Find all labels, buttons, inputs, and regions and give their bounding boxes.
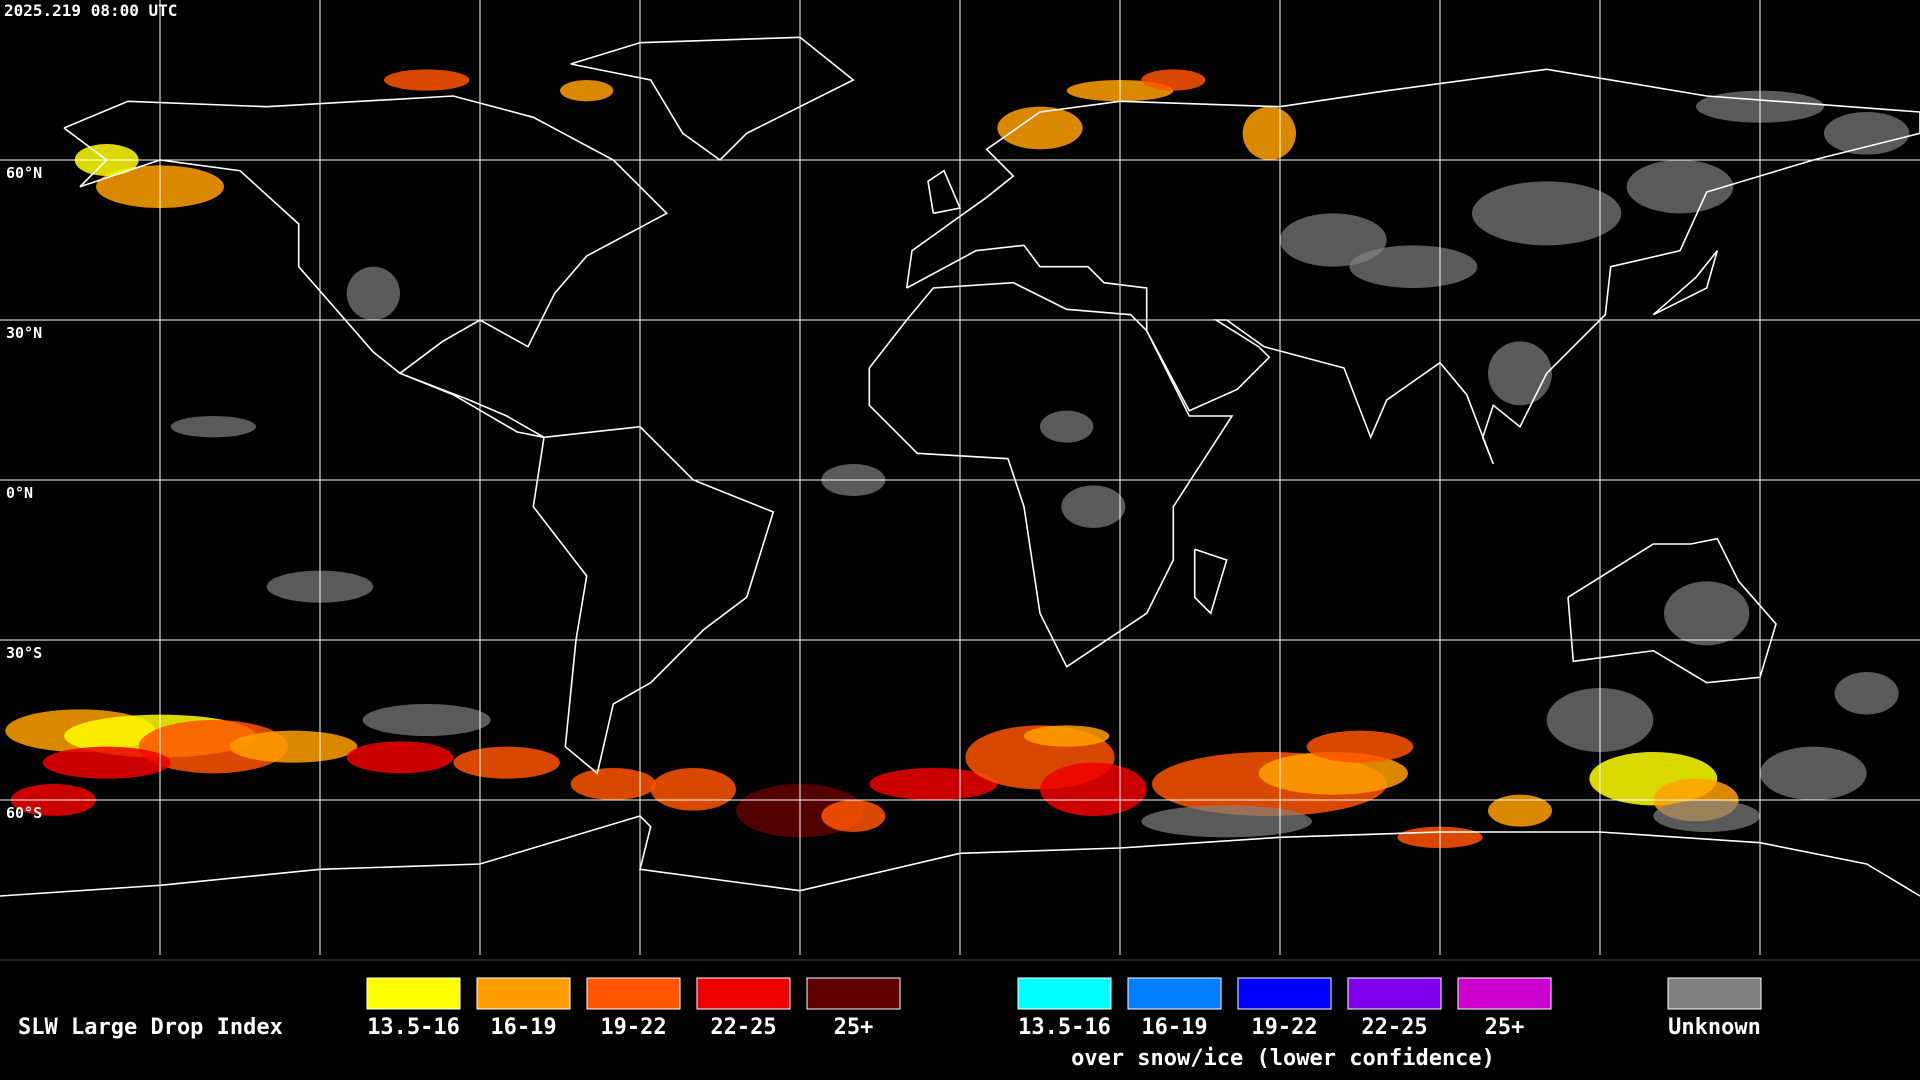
cloud-patch — [384, 69, 470, 91]
legend-label: 22-25 — [1361, 1015, 1427, 1040]
coastline — [1193, 548, 1228, 615]
coastline — [905, 68, 1920, 465]
coastline — [927, 169, 962, 215]
legend-label: 22-25 — [710, 1015, 776, 1040]
cloud-patch — [42, 746, 171, 779]
timestamp: 2025.219 08:00 UTC — [4, 1, 177, 20]
cloud-patch — [1488, 794, 1552, 827]
cloud-patch — [346, 266, 401, 321]
legend-swatch — [1127, 977, 1222, 1010]
cloud-patch — [453, 746, 560, 779]
cloud-patch — [560, 80, 614, 102]
coastline — [1567, 537, 1777, 684]
cloud-patch — [1488, 341, 1552, 406]
cloud-patch — [650, 768, 736, 811]
legend-swatch — [476, 977, 571, 1010]
legend-swatch — [1017, 977, 1112, 1010]
legend-swatch — [1457, 977, 1552, 1010]
cloud-patch — [869, 768, 998, 800]
cloud-patch — [1472, 181, 1622, 246]
legend-title: SLW Large Drop Index — [18, 1015, 283, 1040]
legend-label: 16-19 — [1141, 1015, 1207, 1040]
coastlines — [0, 36, 1920, 897]
cloud-patch — [170, 416, 256, 438]
cloud-patch — [1242, 106, 1297, 160]
cloud-patch — [1664, 581, 1750, 646]
coastline — [570, 36, 855, 162]
cloud-field — [5, 69, 1910, 848]
legend-label: 13.5-16 — [367, 1015, 460, 1040]
coastline — [0, 815, 1920, 897]
cloud-patch — [1306, 730, 1414, 763]
cloud-patch — [1760, 746, 1867, 800]
cloud-patch — [1061, 485, 1126, 528]
latitude-label: 60°S — [6, 804, 42, 822]
legend-swatch — [1667, 977, 1762, 1010]
cloud-patch — [362, 704, 491, 736]
cloud-patch — [821, 800, 886, 832]
cloud-patch — [1280, 213, 1387, 267]
legend-swatch — [696, 977, 791, 1010]
graticule — [0, 0, 1920, 955]
latitude-labels: 60°N 30°N 0°N 30°S 60°S — [6, 164, 42, 822]
coastline — [868, 281, 1234, 668]
latitude-label: 30°S — [6, 644, 42, 662]
latitude-label: 30°N — [6, 324, 42, 342]
cloud-patch — [1040, 762, 1147, 816]
cloud-patch — [570, 768, 656, 800]
legend-swatch — [586, 977, 681, 1010]
latitude-label: 0°N — [6, 484, 33, 502]
cloud-patch — [1834, 672, 1899, 715]
cloud-patch — [997, 106, 1083, 150]
latitude-label: 60°N — [6, 164, 42, 182]
snow-caption: over snow/ice (lower confidence) — [1071, 1046, 1495, 1071]
cloud-patch — [346, 741, 454, 774]
legend-swatch — [1347, 977, 1442, 1010]
cloud-patch — [1824, 111, 1910, 155]
legend-label: 13.5-16 — [1018, 1015, 1111, 1040]
cloud-patch — [138, 720, 288, 774]
cloud-patch — [1626, 160, 1734, 214]
cloud-patch — [1349, 245, 1478, 288]
legend-label: 19-22 — [600, 1015, 666, 1040]
legend-label: 25+ — [834, 1015, 874, 1040]
cloud-patch — [229, 730, 358, 763]
legend-label: 19-22 — [1251, 1015, 1317, 1040]
cloud-patch — [1653, 800, 1760, 832]
cloud-patch — [1141, 69, 1206, 91]
legend-swatch — [366, 977, 461, 1010]
legend-swatch — [1237, 977, 1332, 1010]
cloud-patch — [1141, 805, 1312, 838]
legend-swatch — [806, 977, 901, 1010]
legend-label: Unknown — [1668, 1015, 1761, 1040]
legend: SLW Large Drop Index over snow/ice (lowe… — [18, 977, 1762, 1071]
legend-label: 25+ — [1485, 1015, 1525, 1040]
coastline — [63, 95, 669, 439]
cloud-patch — [1023, 725, 1110, 747]
coastline — [532, 425, 775, 775]
cloud-patch — [1040, 410, 1094, 443]
cloud-patch — [1258, 752, 1409, 795]
coastline — [1652, 250, 1719, 316]
legend-label: 16-19 — [490, 1015, 556, 1040]
